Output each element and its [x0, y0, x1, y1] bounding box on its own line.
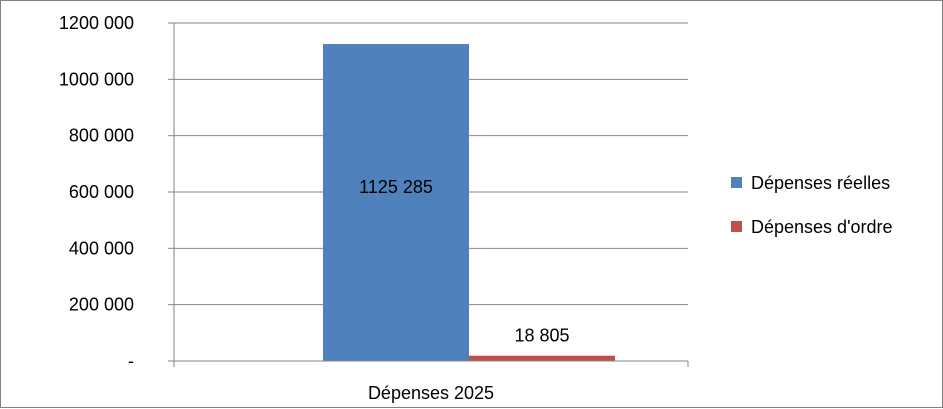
- bars: [323, 44, 615, 361]
- y-tick-label: 1200 000: [59, 13, 134, 33]
- legend-swatch: [731, 177, 742, 188]
- y-tick-label: 600 000: [69, 182, 134, 202]
- y-tick-label: -: [128, 351, 134, 371]
- data-label: 1125 285: [359, 177, 433, 197]
- data-labels: 1125 285 18 805: [359, 177, 569, 346]
- y-tick-label: 1000 000: [59, 69, 134, 89]
- y-tick-label: 400 000: [69, 238, 134, 258]
- legend: Dépenses réelles Dépenses d'ordre: [731, 173, 893, 237]
- legend-label: Dépenses réelles: [751, 173, 890, 193]
- y-axis-ticks: - 200 000 400 000 600 000 800 000 1000 000 120…: [59, 13, 174, 371]
- data-label: 18 805: [514, 326, 569, 346]
- bar-depenses-reelles: [323, 44, 469, 361]
- category-labels: Dépenses 2025: [368, 383, 494, 403]
- y-tick-label: 200 000: [69, 295, 134, 315]
- category-label: Dépenses 2025: [368, 383, 494, 403]
- axes: [173, 23, 689, 367]
- legend-label: Dépenses d'ordre: [751, 217, 893, 237]
- bar-depenses-ordre: [469, 355, 615, 361]
- y-tick-label: 800 000: [69, 126, 134, 146]
- legend-swatch: [731, 221, 742, 232]
